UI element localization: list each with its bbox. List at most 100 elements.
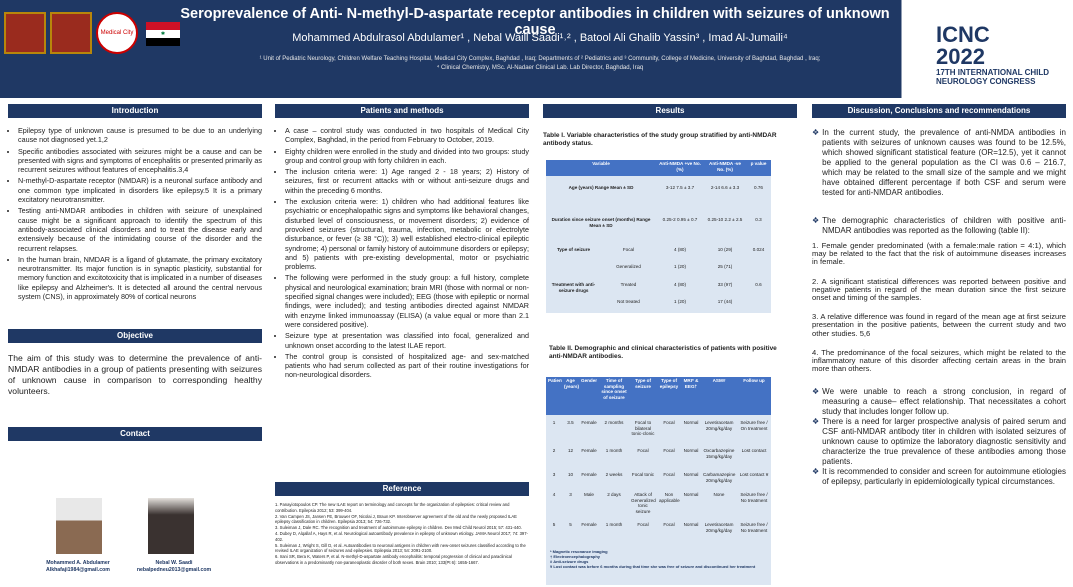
discussion-list-item: 3. A relative difference was found in re… xyxy=(812,312,1066,338)
table-cell: 3-12 7.5 ± 3.7 xyxy=(665,185,695,190)
reference-list: 1. Panayiotopoulos CP. The new ILAE repo… xyxy=(275,502,529,566)
reference-item: 2. Van Campen JS, Jansen FE, Brouwer OF,… xyxy=(275,513,517,525)
diamond-bullet-icon: ❖ xyxy=(812,417,820,427)
table-cell: Female xyxy=(581,522,597,527)
reference-item: 4. Dubey D, Alqallaf A, Hays R, et al. N… xyxy=(275,530,528,542)
table-row: 1 3.5 Female 2 months Focal to bilateral… xyxy=(546,419,771,441)
table-cell: Lost contact ¥ xyxy=(739,472,769,477)
contact-1-email[interactable]: Alkhafaji1984@gmail.com xyxy=(46,567,110,573)
table1-header-cell: Variable xyxy=(592,161,610,166)
table-cell: Female xyxy=(581,448,597,453)
table-cell: 5 xyxy=(569,522,572,527)
discussion-text: The demographic characteristics of child… xyxy=(822,216,1066,235)
introduction-item: In the human brain, NMDAR is a ligand of… xyxy=(18,255,262,301)
table-cell: 2 weeks xyxy=(605,472,623,477)
table2-note: ¥ Lost contact was before 6 months durin… xyxy=(550,564,756,569)
table-cell: Focal xyxy=(663,420,675,425)
university-logo-icon xyxy=(4,12,46,54)
objective-text: The aim of this study was to determine t… xyxy=(8,353,262,397)
table2-notes: * Magnetic resonance imaging † Electroen… xyxy=(550,549,768,569)
discussion-heading: Discussion, Conclusions and recommendati… xyxy=(812,104,1066,118)
table-cell: 3 xyxy=(552,472,556,477)
column-1: Introduction Epilepsy type of unknown ca… xyxy=(8,104,262,442)
table1-header-cell: Anti-NMDA +ve No. (%) xyxy=(659,161,701,172)
introduction-item: N-methyl-D-aspartate receptor (NMDAR) is… xyxy=(18,176,262,204)
table-cell: Attack of Generalized tonic seizure xyxy=(631,492,656,513)
table2-header-cell: ASM# xyxy=(712,378,726,383)
table-cell: 3 xyxy=(569,492,572,497)
table-row: Duration since seizure onset (months) Ra… xyxy=(546,216,771,238)
table-cell: 1 month xyxy=(605,522,623,527)
column-4: Discussion, Conclusions and recommendati… xyxy=(812,104,1066,487)
conference-name-1: ICNC xyxy=(936,22,990,47)
table-2: Patient Age (years) Gender Time of sampl… xyxy=(546,377,771,585)
table-cell: 4 (80) xyxy=(673,247,686,252)
table-cell: Focal xyxy=(663,448,675,453)
discussion-list-item: 1. Female gender predominated (with a fe… xyxy=(812,241,1066,267)
header-band xyxy=(0,0,1073,98)
table-cell: Non applicable xyxy=(659,492,680,503)
diamond-bullet-icon: ❖ xyxy=(812,467,820,477)
table-cell: Generalized xyxy=(616,264,641,269)
table-cell: Normal xyxy=(683,472,699,477)
table-row: 2 12 Female 1 month Focal Focal Normal O… xyxy=(546,447,771,467)
table-cell: 0.024 xyxy=(752,247,765,252)
contact-2: Nebal W. Saadi nebalpedneu2013@gmail.com xyxy=(122,560,226,574)
methods-heading: Patients and methods xyxy=(275,104,529,118)
table-row: Treatment with anti-seizure drugs Treate… xyxy=(546,281,771,295)
table-cell: Focal tonic xyxy=(631,472,655,477)
poster-title: Seroprevalence of Anti- N-methyl-D-aspar… xyxy=(180,6,890,38)
affiliation-line-2: ⁴ Clinical Chemistry, MSc. Al-Nadaer Cli… xyxy=(436,65,644,71)
contact-1-name: Mohammed A. Abdulamer xyxy=(46,560,110,566)
authors: Mohammed Abdulrasol Abdulamer¹ , Nebal W… xyxy=(292,32,788,44)
discussion-list-item: 4. The predominance of the focal seizure… xyxy=(812,347,1066,374)
table-row: 5 5 Female 1 month Focal Focal Normal Le… xyxy=(546,521,771,541)
reference-item: 3. Suleiman J, Dale RC. The recognition … xyxy=(275,525,522,531)
table-cell: Female xyxy=(581,420,597,425)
table-cell: Female xyxy=(581,472,597,477)
table2-header: Patient Age (years) Gender Time of sampl… xyxy=(546,377,771,415)
contact-2-email[interactable]: nebalpedneu2013@gmail.com xyxy=(136,567,212,573)
table-cell xyxy=(746,263,771,273)
contact-photo-1 xyxy=(56,498,102,554)
methods-item: Seizure type at presentation was classif… xyxy=(285,331,529,350)
table-cell: Levetiracetam 20mg/kg/day xyxy=(704,522,734,533)
table-cell: 3.5 xyxy=(567,420,574,425)
methods-item: The control group is consisted of hospit… xyxy=(285,352,529,380)
conference-logo: ICNC 2022 17TH INTERNATIONAL CHILD NEURO… xyxy=(904,0,1073,98)
reference-item: 1. Panayiotopoulos CP. The new ILAE repo… xyxy=(275,502,510,513)
table-cell: Normal xyxy=(683,420,699,425)
diamond-bullet-icon: ❖ xyxy=(812,387,820,397)
table-cell: Duration since seizure onset (months) Ra… xyxy=(551,217,651,228)
table2-header-cell: Age (years) xyxy=(564,378,579,389)
table-row: 3 10 Female 2 weeks Focal tonic Focal No… xyxy=(546,471,771,487)
methods-item: Eighty children were enrolled in the stu… xyxy=(285,147,529,166)
table2-header-cell: Type of seizure xyxy=(635,378,651,389)
introduction-item: Epilepsy type of unknown cause is presum… xyxy=(18,126,262,145)
table-cell: 0.3 xyxy=(755,217,762,222)
table1-header-cell: p value xyxy=(750,161,767,166)
medical-city-logo: Medical City xyxy=(96,12,138,54)
discussion-text: In the current study, the prevalence of … xyxy=(822,128,1066,197)
table-row: Type of seizure Focal 4 (80) 10 (29) 0.0… xyxy=(546,246,771,258)
discussion-text: We were unable to reach a strong conclus… xyxy=(822,387,1066,417)
introduction-list: Epilepsy type of unknown cause is presum… xyxy=(8,126,262,301)
table2-header-cell: Type of epilepsy xyxy=(659,378,679,389)
table-cell: 1 xyxy=(552,420,556,425)
table2-header-cell: Patient xyxy=(548,378,562,383)
table2-note: * Magnetic resonance imaging xyxy=(550,549,608,554)
table-cell: Normal xyxy=(683,492,699,497)
table-cell: 1 month xyxy=(605,448,623,453)
table-cell: Focal xyxy=(622,247,635,252)
table-cell: 4 (80) xyxy=(673,282,686,287)
table-cell: Treated xyxy=(620,282,637,287)
table-row: 4 3 Male 2 days Attack of Generalized to… xyxy=(546,491,771,513)
contact-1: Mohammed A. Abdulamer Alkhafaji1984@gmai… xyxy=(28,560,128,574)
table-cell: 0.25-2 0.95 ± 0.7 xyxy=(662,217,698,222)
methods-item: A case – control study was conducted in … xyxy=(285,126,529,145)
column-3: Results Table I. Variable characteristic… xyxy=(543,104,797,148)
table-cell: 10 xyxy=(567,472,574,477)
introduction-item: Specific antibodies associated with seiz… xyxy=(18,147,262,175)
table-cell: Focal to bilateral tonic-clonic xyxy=(631,420,655,436)
table-cell: 5 xyxy=(552,522,556,527)
